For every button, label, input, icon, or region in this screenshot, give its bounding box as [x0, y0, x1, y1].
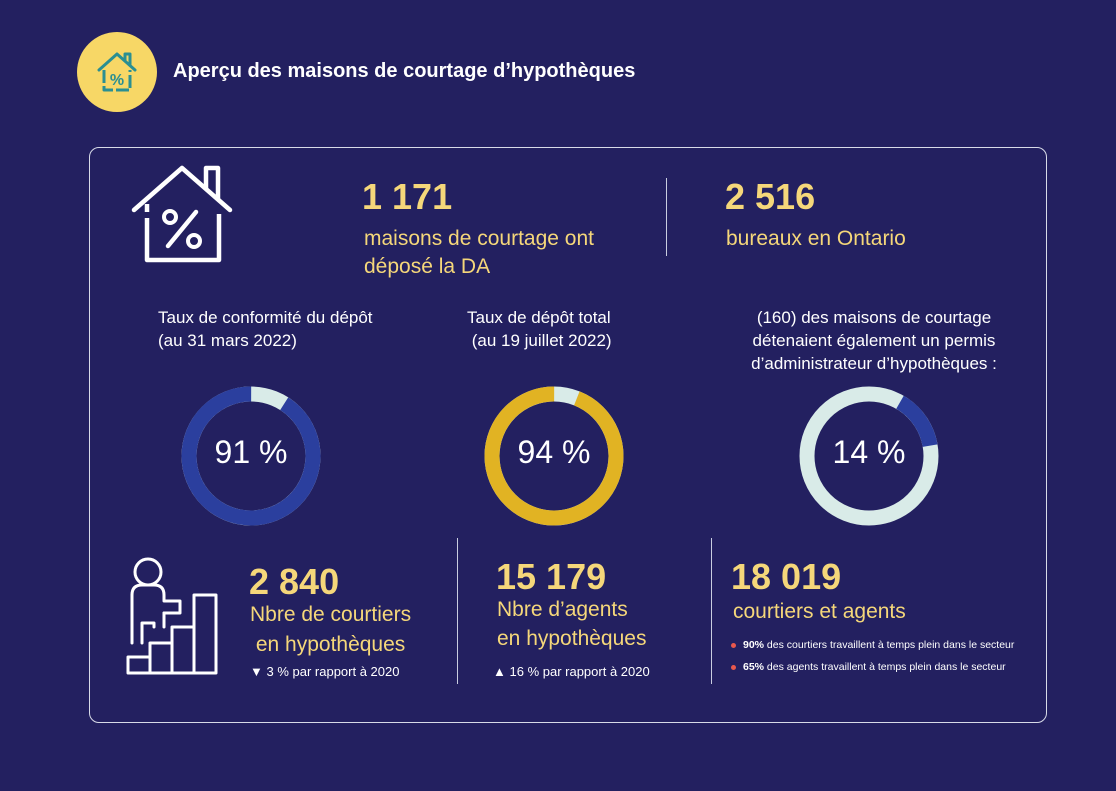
note-percent: 90%	[743, 639, 765, 651]
svg-text:%: %	[110, 72, 124, 89]
stat-value-brokers: 2 840	[249, 561, 340, 602]
donut-admin	[799, 386, 939, 526]
house-percent-icon: %	[97, 52, 137, 92]
stat-value-brokerages: 1 171	[362, 176, 453, 217]
stat-label-brokers: Nbre de courtiers	[250, 603, 412, 626]
divider	[457, 538, 458, 684]
donut-caption-compliance-date: (au 31 mars 2022)	[158, 331, 297, 350]
donut-caption-admin-line3: d’administrateur d’hypothèques :	[751, 354, 997, 373]
stat-value-offices: 2 516	[725, 176, 816, 217]
stat-value-agents: 15 179	[496, 556, 607, 597]
change-text: 3 % par rapport à 2020	[266, 664, 400, 679]
stat-label-agents: Nbre d’agents	[497, 598, 628, 621]
note-item: 65% des agents travaillent à temps plein…	[731, 661, 1006, 673]
summary-panel	[89, 147, 1047, 723]
donut-caption-admin: (160) des maisons de courtage	[756, 308, 992, 327]
stat-label-offices: bureaux en Ontario	[726, 227, 906, 250]
change-text: 16 % par rapport à 2020	[509, 664, 650, 679]
donut-filing	[484, 386, 624, 526]
arrow-up-icon: ▲	[493, 664, 506, 679]
note-text: des courtiers travaillent à temps plein …	[764, 639, 1015, 651]
donut-caption-admin-line2: détenaient également un permis	[752, 331, 996, 350]
note-percent: 65%	[743, 661, 765, 673]
bullet-icon	[731, 664, 736, 670]
donut-arc	[484, 386, 624, 526]
stat-label-brokerages: maisons de courtage ont	[364, 227, 594, 250]
donut-value-filing: 94 %	[517, 434, 591, 470]
stat-label-total: courtiers et agents	[733, 600, 906, 623]
stat-label-brokerages-line2: déposé la DA	[364, 255, 491, 278]
stat-label-brokers-line2: en hypothèques	[250, 633, 406, 656]
note-item: 90% des courtiers travaillent à temps pl…	[731, 639, 1014, 651]
house-percent-icon	[131, 165, 233, 263]
donut-caption-filing-date: (au 19 juillet 2022)	[467, 331, 612, 350]
donut-track	[799, 386, 939, 526]
person-stairs-icon	[126, 557, 218, 675]
donut-caption-compliance: Taux de conformité du dépôt	[158, 308, 373, 327]
change-agents: ▲ 16 % par rapport à 2020	[493, 664, 650, 679]
note-text: des agents travaillent à temps plein dan…	[764, 661, 1006, 673]
donut-compliance	[181, 386, 321, 526]
divider	[711, 538, 712, 684]
header-badge: %	[77, 32, 157, 112]
donut-value-compliance: 91 %	[214, 434, 288, 470]
divider	[666, 178, 667, 256]
stat-value-total: 18 019	[731, 556, 842, 597]
donut-caption-filing: Taux de dépôt total	[467, 308, 611, 327]
change-brokers: ▼ 3 % par rapport à 2020	[250, 664, 399, 679]
donut-arc	[799, 386, 939, 526]
arrow-down-icon: ▼	[250, 664, 263, 679]
bullet-icon	[731, 642, 736, 648]
page-title: Aperçu des maisons de courtage d’hypothè…	[173, 60, 636, 82]
stat-label-agents-line2: en hypothèques	[497, 627, 647, 650]
donut-value-admin: 14 %	[832, 434, 906, 470]
